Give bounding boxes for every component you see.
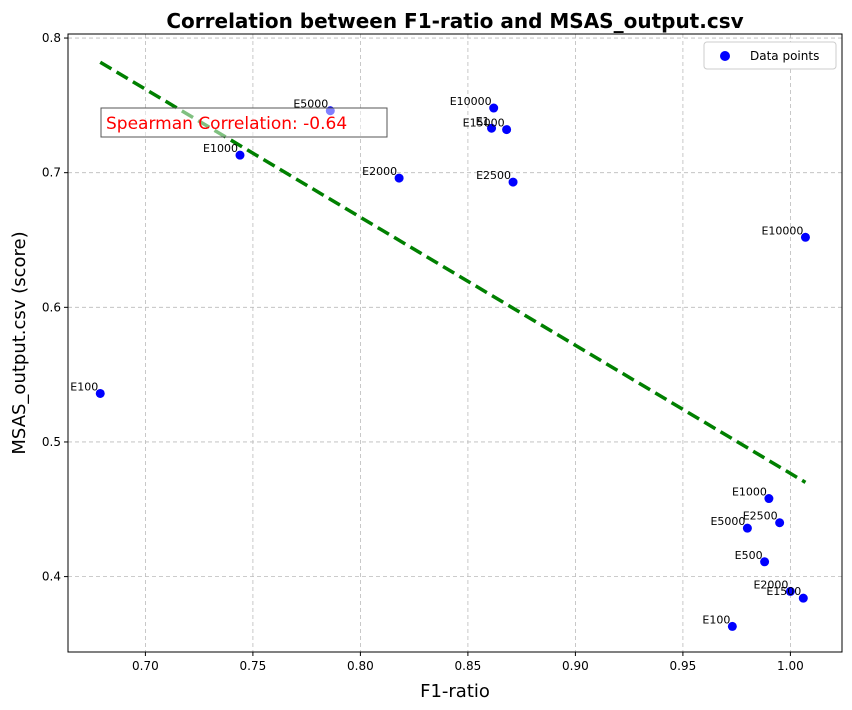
point-labels-layer: E100 E1000 E5000 E2000 E1 E10000 E15000 E2500 E1…	[70, 95, 803, 626]
data-point-label: E2000	[362, 165, 397, 178]
data-point	[775, 518, 785, 528]
data-point	[489, 103, 499, 113]
data-point-label: E2500	[476, 169, 511, 182]
data-point	[394, 173, 404, 183]
y-axis-title: MSAS_output.csv (score)	[9, 231, 30, 454]
plot-frame	[67, 33, 843, 653]
data-point	[764, 494, 774, 504]
data-point-label: E100	[70, 380, 98, 393]
ticks-layer: 0.70 0.75 0.80 0.85 0.90 0.95 1.00 0.4 0.5 0.6 0.7…	[42, 31, 804, 673]
annotation-box	[100, 107, 388, 138]
data-point-label: E2500	[743, 510, 778, 523]
data-point	[502, 125, 512, 135]
data-point-label: E100	[702, 613, 730, 626]
annotation-text: Spearman Correlation: -0.64	[106, 114, 347, 134]
data-point-label: E500	[735, 549, 763, 562]
x-tick-label: 0.95	[670, 659, 697, 673]
y-tick-label: 0.6	[42, 300, 61, 314]
data-point-label: E5000	[710, 515, 745, 528]
y-tick-label: 0.4	[42, 570, 61, 584]
data-point	[727, 621, 737, 631]
x-tick-label: 0.80	[347, 659, 374, 673]
y-tick-label: 0.7	[42, 166, 61, 180]
x-axis-title: F1-ratio	[420, 681, 490, 702]
data-point-label: E1000	[203, 142, 238, 155]
x-tick-label: 0.75	[240, 659, 267, 673]
data-point	[487, 123, 497, 133]
legend-box	[703, 41, 837, 70]
y-tick-label: 0.5	[42, 435, 61, 449]
data-point-label: E15000	[463, 117, 505, 130]
legend: Data points	[703, 41, 837, 70]
x-tick-label: 0.90	[562, 659, 589, 673]
legend-marker	[720, 51, 730, 61]
data-point	[508, 177, 518, 187]
data-point	[760, 557, 770, 567]
data-point	[95, 388, 105, 398]
data-point-label: E10000	[761, 224, 803, 237]
data-point-label: E1	[476, 115, 490, 128]
legend-label: Data points	[750, 49, 819, 63]
y-tick-label: 0.8	[42, 31, 61, 45]
correlation-annotation: Spearman Correlation: -0.64	[100, 107, 388, 138]
data-point	[742, 523, 752, 533]
x-tick-label: 1.00	[777, 659, 804, 673]
points-layer	[95, 103, 810, 631]
data-point-label: E1000	[732, 486, 767, 499]
data-point-label: E1500	[766, 585, 801, 598]
data-point-label: E10000	[450, 95, 492, 108]
chart-title: Correlation between F1-ratio and MSAS_ou…	[166, 9, 743, 33]
x-tick-label: 0.85	[455, 659, 482, 673]
data-point	[800, 232, 810, 242]
x-tick-label: 0.70	[132, 659, 159, 673]
data-point	[235, 150, 245, 160]
data-point-label: E5000	[293, 98, 328, 111]
data-point	[798, 593, 808, 603]
grid	[68, 34, 842, 652]
data-point	[785, 586, 795, 596]
data-point-label: E2000	[753, 578, 788, 591]
